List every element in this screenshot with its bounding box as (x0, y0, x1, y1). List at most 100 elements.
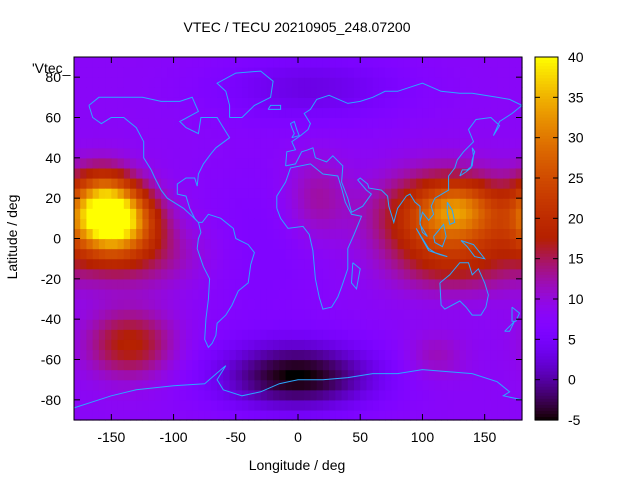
heatmap-cell (92, 359, 100, 371)
y-axis-label: Latitude / deg (4, 195, 20, 280)
heatmap-cell (484, 369, 492, 381)
heatmap-cell (273, 268, 280, 280)
heatmap-cell (279, 167, 287, 179)
heatmap-cell (447, 278, 455, 290)
heatmap-cell (248, 379, 256, 391)
heatmap-cell (92, 399, 100, 411)
heatmap-cell (397, 208, 405, 219)
heatmap-cell (105, 379, 112, 391)
y-tick-label: 40 (45, 150, 61, 166)
heatmap-cell (416, 248, 424, 260)
heatmap-cell (279, 379, 287, 391)
colorbar-segment (535, 416, 558, 421)
heatmap-cell (447, 329, 455, 340)
heatmap-cell (173, 248, 181, 260)
heatmap-cell (198, 278, 206, 290)
heatmap-cell (459, 107, 467, 119)
heatmap-cell (453, 178, 461, 189)
heatmap-cell (154, 67, 162, 78)
heatmap-cell (316, 167, 324, 179)
heatmap-cell (74, 389, 81, 401)
heatmap-cell (229, 329, 237, 340)
heatmap-cell (210, 97, 218, 109)
heatmap-cell (117, 339, 125, 351)
heatmap-cell (254, 248, 262, 260)
heatmap-cell (105, 339, 112, 351)
heatmap-cell (74, 309, 81, 320)
colorbar-segment (535, 238, 558, 243)
heatmap-cell (316, 218, 324, 230)
heatmap-cell (291, 107, 299, 119)
heatmap-cell (86, 349, 94, 361)
heatmap-cell (266, 198, 274, 209)
heatmap-cell (223, 409, 231, 421)
heatmap-cell (111, 399, 119, 411)
heatmap-cell (403, 167, 411, 179)
heatmap-cell (98, 268, 106, 280)
heatmap-cell (335, 208, 343, 219)
heatmap-cell (173, 127, 181, 139)
heatmap-cell (459, 188, 467, 199)
heatmap-cell (266, 359, 274, 371)
heatmap-cell (335, 77, 343, 88)
heatmap-cell (497, 218, 504, 230)
heatmap-cell (123, 339, 131, 351)
heatmap-cell (441, 198, 448, 209)
coastline (504, 320, 515, 332)
heatmap-cell (204, 147, 212, 159)
heatmap-cell (366, 167, 374, 179)
coastline (285, 82, 523, 237)
heatmap-cell (223, 329, 231, 340)
heatmap-cell (260, 117, 268, 129)
heatmap-cell (285, 157, 293, 169)
heatmap-cell (154, 329, 162, 340)
heatmap-cell (304, 379, 312, 391)
heatmap-cell (179, 178, 187, 189)
heatmap-cell (86, 288, 94, 300)
heatmap-cell (403, 268, 411, 280)
heatmap-cell (186, 359, 193, 371)
heatmap-cell (354, 77, 361, 88)
heatmap-cell (291, 87, 299, 98)
heatmap-cell (335, 57, 343, 68)
heatmap-cell (179, 389, 187, 401)
heatmap-cell (416, 157, 424, 169)
heatmap-cell (235, 288, 243, 300)
heatmap-cell (254, 188, 262, 199)
colorbar-segment (535, 81, 558, 85)
heatmap-cell (229, 349, 237, 361)
heatmap-cell (161, 228, 168, 240)
heatmap-cell (428, 329, 436, 340)
heatmap-cell (497, 258, 504, 270)
heatmap-cell (111, 77, 119, 88)
heatmap-cell (441, 319, 448, 330)
heatmap-cell (161, 399, 168, 411)
heatmap-cell (329, 389, 336, 401)
heatmap-cell (428, 57, 436, 68)
heatmap-cell (298, 258, 305, 270)
heatmap-cell (503, 127, 511, 139)
heatmap-cell (453, 137, 461, 149)
heatmap-cell (453, 309, 461, 320)
heatmap-cell (434, 167, 442, 179)
heatmap-cell (192, 127, 200, 139)
heatmap-cell (410, 248, 417, 260)
heatmap-cell (154, 319, 162, 330)
colorbar-segment (535, 105, 558, 110)
heatmap-cell (497, 67, 504, 78)
heatmap-cell (136, 339, 144, 351)
heatmap-cell (80, 167, 88, 179)
heatmap-cell (372, 218, 380, 230)
heatmap-cell (86, 198, 94, 209)
heatmap-cell (254, 278, 262, 290)
heatmap-cell (210, 359, 218, 371)
heatmap-cell (422, 208, 430, 219)
heatmap-cell (304, 198, 312, 209)
heatmap-cell (130, 178, 137, 189)
heatmap-cell (322, 77, 330, 88)
heatmap-cell (298, 369, 305, 381)
heatmap-cell (484, 67, 492, 78)
heatmap-cell (111, 107, 119, 119)
heatmap-cell (453, 258, 461, 270)
heatmap-cell (478, 137, 486, 149)
